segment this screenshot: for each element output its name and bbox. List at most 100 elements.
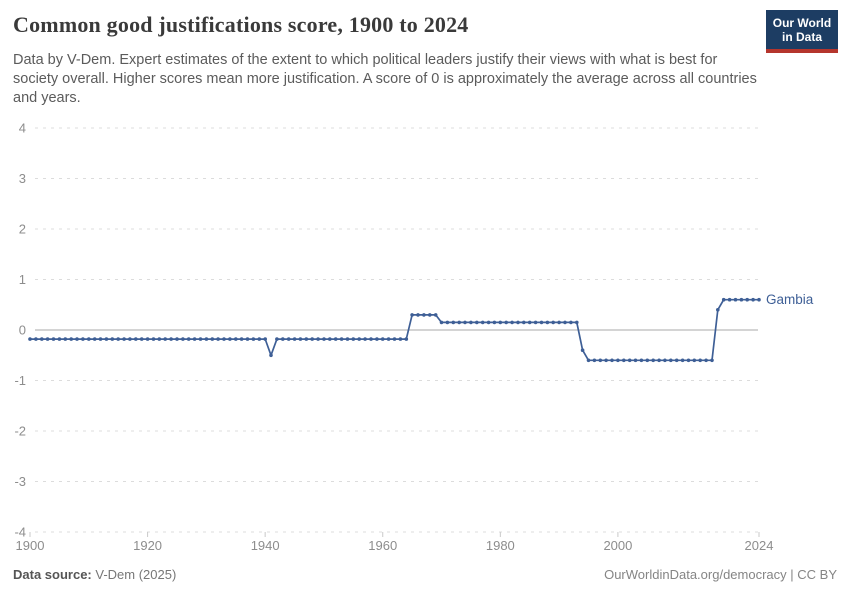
- data-point[interactable]: [622, 358, 626, 363]
- data-point[interactable]: [369, 337, 373, 341]
- data-point[interactable]: [686, 358, 691, 363]
- data-point[interactable]: [40, 337, 44, 341]
- data-point[interactable]: [292, 337, 297, 341]
- data-point[interactable]: [692, 358, 697, 363]
- data-point[interactable]: [57, 337, 62, 341]
- data-point[interactable]: [504, 320, 509, 325]
- data-point[interactable]: [527, 320, 532, 325]
- data-point[interactable]: [322, 337, 326, 341]
- data-point[interactable]: [680, 358, 685, 363]
- data-point[interactable]: [557, 320, 561, 325]
- data-point[interactable]: [239, 337, 244, 341]
- data-point[interactable]: [751, 297, 755, 302]
- data-point[interactable]: [392, 337, 397, 341]
- data-point[interactable]: [410, 313, 414, 317]
- data-point[interactable]: [69, 337, 73, 341]
- data-point[interactable]: [269, 353, 273, 358]
- data-point[interactable]: [75, 337, 79, 341]
- data-point[interactable]: [486, 320, 491, 325]
- owid-url-link[interactable]: OurWorldinData.org/democracy: [604, 567, 787, 582]
- data-point[interactable]: [522, 320, 526, 325]
- data-point[interactable]: [533, 320, 538, 325]
- data-point[interactable]: [380, 337, 385, 341]
- data-point[interactable]: [157, 337, 162, 341]
- data-point[interactable]: [310, 337, 315, 341]
- data-point[interactable]: [186, 337, 191, 341]
- data-point[interactable]: [198, 337, 203, 341]
- data-point[interactable]: [721, 297, 726, 302]
- data-point[interactable]: [422, 313, 426, 317]
- data-point[interactable]: [733, 297, 738, 302]
- data-point[interactable]: [128, 337, 132, 341]
- data-point[interactable]: [116, 337, 120, 341]
- owid-logo[interactable]: Our World in Data: [766, 10, 838, 53]
- data-point[interactable]: [28, 337, 32, 341]
- data-point[interactable]: [363, 337, 367, 341]
- data-point[interactable]: [34, 337, 38, 341]
- data-point[interactable]: [674, 358, 679, 363]
- data-point[interactable]: [210, 337, 215, 341]
- data-point[interactable]: [469, 320, 473, 325]
- data-point[interactable]: [222, 337, 226, 341]
- data-point[interactable]: [598, 358, 603, 363]
- data-point[interactable]: [639, 358, 644, 363]
- data-point[interactable]: [45, 337, 50, 341]
- data-point[interactable]: [151, 337, 156, 341]
- data-point[interactable]: [339, 337, 344, 341]
- data-point[interactable]: [757, 297, 761, 302]
- data-point[interactable]: [251, 337, 256, 341]
- data-point[interactable]: [257, 337, 262, 341]
- data-point[interactable]: [433, 313, 438, 317]
- data-point[interactable]: [616, 358, 620, 363]
- data-point[interactable]: [428, 313, 432, 317]
- data-point[interactable]: [457, 320, 462, 325]
- data-point[interactable]: [316, 337, 320, 341]
- data-point[interactable]: [110, 337, 115, 341]
- data-point[interactable]: [575, 320, 579, 325]
- data-point[interactable]: [175, 337, 179, 341]
- data-point[interactable]: [480, 320, 485, 325]
- data-point[interactable]: [228, 337, 232, 341]
- data-point[interactable]: [122, 337, 126, 341]
- data-point[interactable]: [216, 337, 220, 341]
- data-point[interactable]: [104, 337, 109, 341]
- data-point[interactable]: [134, 337, 138, 341]
- data-point[interactable]: [651, 358, 655, 363]
- data-point[interactable]: [63, 337, 68, 341]
- data-point[interactable]: [633, 358, 638, 363]
- data-point[interactable]: [516, 320, 520, 325]
- data-point[interactable]: [716, 308, 720, 312]
- data-point[interactable]: [580, 348, 585, 353]
- data-point[interactable]: [492, 320, 497, 325]
- data-point[interactable]: [657, 358, 661, 363]
- data-point[interactable]: [275, 337, 279, 341]
- data-point[interactable]: [627, 358, 632, 363]
- data-point[interactable]: [463, 320, 467, 325]
- data-point[interactable]: [92, 337, 97, 341]
- data-point[interactable]: [710, 358, 714, 363]
- data-point[interactable]: [333, 337, 338, 341]
- data-point[interactable]: [204, 337, 209, 341]
- data-point[interactable]: [663, 358, 667, 363]
- data-point[interactable]: [163, 337, 167, 341]
- data-point[interactable]: [498, 320, 503, 325]
- data-point[interactable]: [192, 337, 197, 341]
- data-point[interactable]: [551, 320, 555, 325]
- data-point[interactable]: [375, 337, 379, 341]
- data-point[interactable]: [445, 320, 450, 325]
- data-point[interactable]: [610, 358, 614, 363]
- data-point[interactable]: [51, 337, 56, 341]
- data-point[interactable]: [304, 337, 309, 341]
- data-point[interactable]: [281, 337, 285, 341]
- data-point[interactable]: [139, 337, 144, 341]
- data-point[interactable]: [98, 337, 103, 341]
- data-point[interactable]: [669, 358, 673, 363]
- data-point[interactable]: [592, 358, 597, 363]
- data-point[interactable]: [357, 337, 362, 341]
- data-point[interactable]: [645, 358, 650, 363]
- data-point[interactable]: [81, 337, 85, 341]
- data-point[interactable]: [298, 337, 303, 341]
- data-point[interactable]: [145, 337, 150, 341]
- data-point[interactable]: [704, 358, 708, 363]
- data-point[interactable]: [439, 320, 444, 325]
